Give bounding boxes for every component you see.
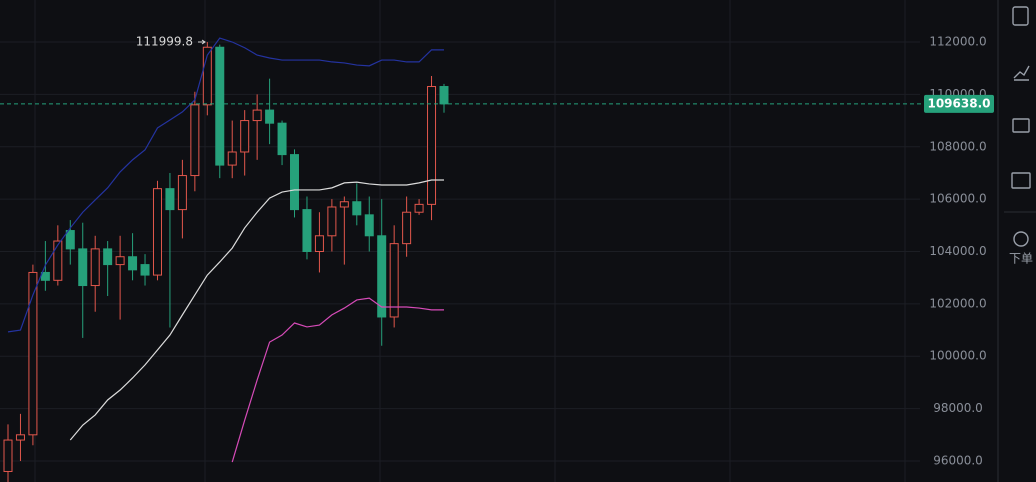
candle-body [177,175,187,211]
candle-body [414,203,424,213]
y-tick-label: 102000.0 [929,296,986,310]
y-tick-label: 104000.0 [929,244,986,258]
y-tick-label: 96000.0 [933,453,983,467]
toolbar-icon[interactable] [1012,118,1030,133]
toolbar-icon[interactable] [1013,65,1030,81]
candle-body [140,264,150,276]
y-tick-label: 106000.0 [929,192,986,206]
toolbar-icon[interactable] [1013,231,1029,247]
candle-body [427,86,437,205]
max-arrow [198,39,206,45]
y-tick-label: 112000.0 [929,35,986,49]
candle-body [227,151,237,166]
toolbar-icon[interactable] [1011,172,1031,189]
y-tick-label: 108000.0 [929,139,986,153]
toolbar [1011,6,1031,247]
candle-body [364,214,374,237]
candle-body [277,122,287,156]
candle-body [327,206,337,237]
candle-body [190,104,200,177]
candle-body [152,188,162,276]
y-tick-label: 98000.0 [933,401,983,415]
indicator-line [231,297,444,463]
candle-body [265,109,275,124]
candle-body [103,248,113,266]
last-price-label: 109638.0 [927,96,990,110]
candle-body [352,201,362,216]
indicator-line [69,179,444,441]
candle-body [40,271,50,281]
candle-body [339,201,349,208]
indicator-line [7,37,444,333]
y-tick-label: 100000.0 [929,349,986,363]
candle-body [53,240,63,281]
candle-body [290,154,300,211]
candle-body [28,271,38,436]
candle-body [252,109,262,122]
candle-body [115,256,125,266]
candle-body [377,235,387,318]
candle-body [90,248,100,287]
max-annotation: 111999.8 [136,35,193,49]
candle-body [65,230,75,250]
candle-body [78,248,88,287]
candle-body [128,256,138,271]
last-price-box [924,94,994,113]
candle-body [402,211,412,245]
order-label[interactable]: 下单 [1009,252,1033,266]
candle-body [215,46,225,166]
candle-body [389,243,399,318]
candle-body [240,120,250,153]
candle-body [202,46,212,106]
toolbar-icon[interactable] [1012,6,1029,26]
candle-body [439,86,449,105]
candle-body [15,434,25,441]
candle-body [165,188,175,211]
candle-body [314,235,324,253]
candle-body [3,439,13,472]
candle-body [302,209,312,253]
